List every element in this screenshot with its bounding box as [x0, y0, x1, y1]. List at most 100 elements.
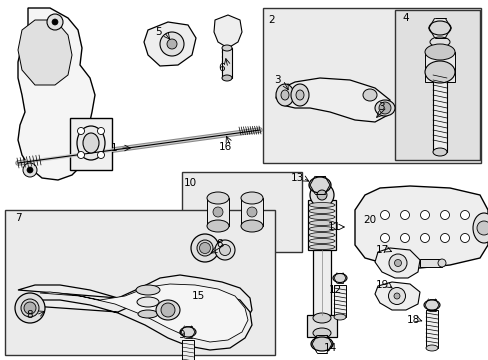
Ellipse shape — [136, 285, 160, 295]
Ellipse shape — [308, 220, 334, 225]
Text: 2: 2 — [268, 15, 275, 25]
Circle shape — [460, 234, 468, 243]
Ellipse shape — [191, 234, 219, 262]
Polygon shape — [214, 15, 242, 48]
Circle shape — [393, 293, 399, 299]
Text: 3: 3 — [273, 75, 280, 85]
Text: 16: 16 — [218, 142, 231, 152]
Ellipse shape — [156, 300, 180, 320]
Circle shape — [378, 102, 390, 114]
Text: 12: 12 — [328, 285, 341, 295]
Circle shape — [400, 234, 408, 243]
Ellipse shape — [429, 37, 449, 47]
Ellipse shape — [374, 100, 394, 116]
Bar — [333, 285, 346, 317]
Circle shape — [160, 32, 183, 56]
Ellipse shape — [428, 21, 450, 35]
Ellipse shape — [312, 328, 330, 338]
Polygon shape — [18, 275, 251, 335]
Text: 4: 4 — [402, 13, 408, 23]
Ellipse shape — [308, 244, 334, 249]
Polygon shape — [374, 282, 419, 310]
Text: 15: 15 — [191, 291, 204, 301]
Ellipse shape — [308, 208, 334, 213]
Ellipse shape — [222, 45, 231, 51]
Bar — [432, 72, 446, 152]
Ellipse shape — [424, 44, 454, 60]
Ellipse shape — [138, 310, 158, 318]
Bar — [307, 200, 335, 250]
Circle shape — [420, 234, 428, 243]
Circle shape — [24, 302, 36, 314]
Bar — [241, 198, 263, 226]
Circle shape — [97, 152, 104, 158]
Polygon shape — [18, 8, 95, 180]
Circle shape — [420, 211, 428, 220]
Polygon shape — [374, 248, 419, 278]
Bar — [206, 198, 228, 226]
Ellipse shape — [241, 192, 263, 204]
Text: 18: 18 — [406, 315, 419, 325]
Polygon shape — [143, 22, 196, 66]
Circle shape — [213, 207, 223, 217]
Circle shape — [316, 190, 326, 200]
Ellipse shape — [333, 314, 346, 320]
Text: 8: 8 — [216, 239, 223, 249]
Circle shape — [387, 288, 405, 305]
Circle shape — [52, 19, 58, 25]
Bar — [306, 315, 336, 337]
Polygon shape — [354, 186, 487, 268]
Bar — [425, 310, 437, 348]
Circle shape — [161, 303, 175, 317]
Ellipse shape — [197, 240, 213, 256]
Text: 6: 6 — [218, 63, 225, 73]
Circle shape — [47, 14, 63, 30]
Circle shape — [23, 163, 37, 177]
Ellipse shape — [215, 240, 235, 260]
Bar — [5, 210, 274, 355]
Ellipse shape — [308, 233, 334, 238]
Ellipse shape — [308, 226, 334, 231]
Text: 1: 1 — [110, 143, 117, 153]
Text: 14: 14 — [323, 343, 336, 353]
Circle shape — [440, 211, 448, 220]
Ellipse shape — [290, 84, 308, 106]
Text: 10: 10 — [183, 178, 196, 188]
Ellipse shape — [222, 75, 231, 81]
Circle shape — [400, 211, 408, 220]
Text: 13: 13 — [290, 173, 303, 183]
Bar — [394, 10, 479, 160]
Text: 8: 8 — [27, 310, 33, 320]
Bar — [70, 118, 112, 170]
Polygon shape — [40, 284, 247, 342]
Ellipse shape — [206, 220, 228, 232]
Ellipse shape — [472, 213, 488, 243]
Ellipse shape — [308, 177, 330, 193]
Circle shape — [394, 260, 401, 266]
Bar — [419, 259, 441, 267]
Ellipse shape — [310, 337, 332, 351]
Bar — [182, 340, 194, 360]
Circle shape — [97, 127, 104, 135]
Ellipse shape — [332, 274, 346, 283]
Ellipse shape — [423, 300, 439, 310]
Text: 5: 5 — [154, 27, 161, 37]
Ellipse shape — [21, 299, 39, 317]
Ellipse shape — [362, 89, 376, 101]
Circle shape — [440, 234, 448, 243]
Circle shape — [167, 39, 177, 49]
Circle shape — [199, 243, 210, 253]
Ellipse shape — [308, 202, 334, 207]
Circle shape — [246, 207, 257, 217]
Circle shape — [309, 183, 333, 207]
Ellipse shape — [83, 133, 99, 153]
Ellipse shape — [275, 84, 293, 106]
Circle shape — [460, 211, 468, 220]
Text: 20: 20 — [363, 215, 376, 225]
Ellipse shape — [424, 61, 454, 83]
Circle shape — [388, 254, 406, 272]
Text: 11: 11 — [326, 222, 340, 232]
Ellipse shape — [281, 90, 288, 100]
Ellipse shape — [180, 327, 196, 337]
Bar — [263, 8, 480, 163]
